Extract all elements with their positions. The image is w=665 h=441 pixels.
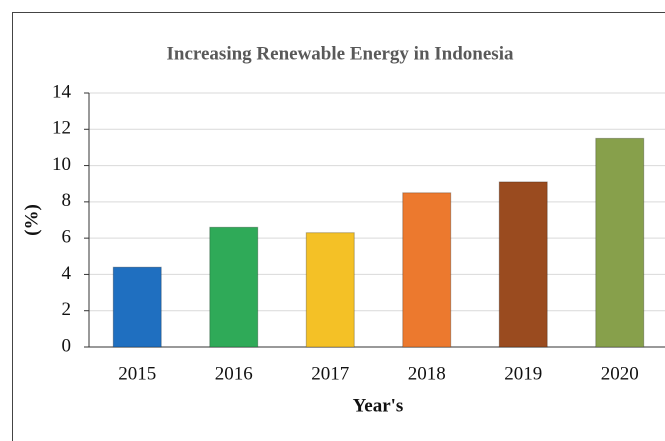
chart-border bbox=[12, 12, 665, 441]
x-tick-label: 2020 bbox=[601, 363, 639, 384]
x-tick-label: 2017 bbox=[311, 363, 349, 384]
bar bbox=[112, 266, 162, 348]
y-tick-label: 10 bbox=[52, 154, 71, 175]
x-tick-label: 2015 bbox=[118, 363, 156, 384]
bar bbox=[305, 232, 355, 348]
bar bbox=[498, 181, 548, 348]
bar bbox=[402, 192, 452, 348]
x-tick-label: 2016 bbox=[215, 363, 253, 384]
x-axis-label: Year's bbox=[353, 395, 404, 416]
y-tick-label: 0 bbox=[62, 335, 72, 356]
y-tick-label: 6 bbox=[62, 227, 72, 248]
bar bbox=[209, 226, 259, 348]
y-tick-label: 2 bbox=[62, 299, 72, 320]
chart-title: Increasing Renewable Energy in Indonesia bbox=[167, 43, 514, 64]
x-tick-label: 2018 bbox=[408, 363, 446, 384]
y-tick-label: 14 bbox=[52, 81, 72, 102]
y-axis-label: (%) bbox=[21, 204, 42, 236]
y-tick-label: 4 bbox=[62, 263, 72, 284]
y-tick-label: 12 bbox=[52, 118, 71, 139]
y-tick-label: 8 bbox=[62, 190, 72, 211]
x-tick-label: 2019 bbox=[504, 363, 542, 384]
bar bbox=[595, 137, 645, 348]
